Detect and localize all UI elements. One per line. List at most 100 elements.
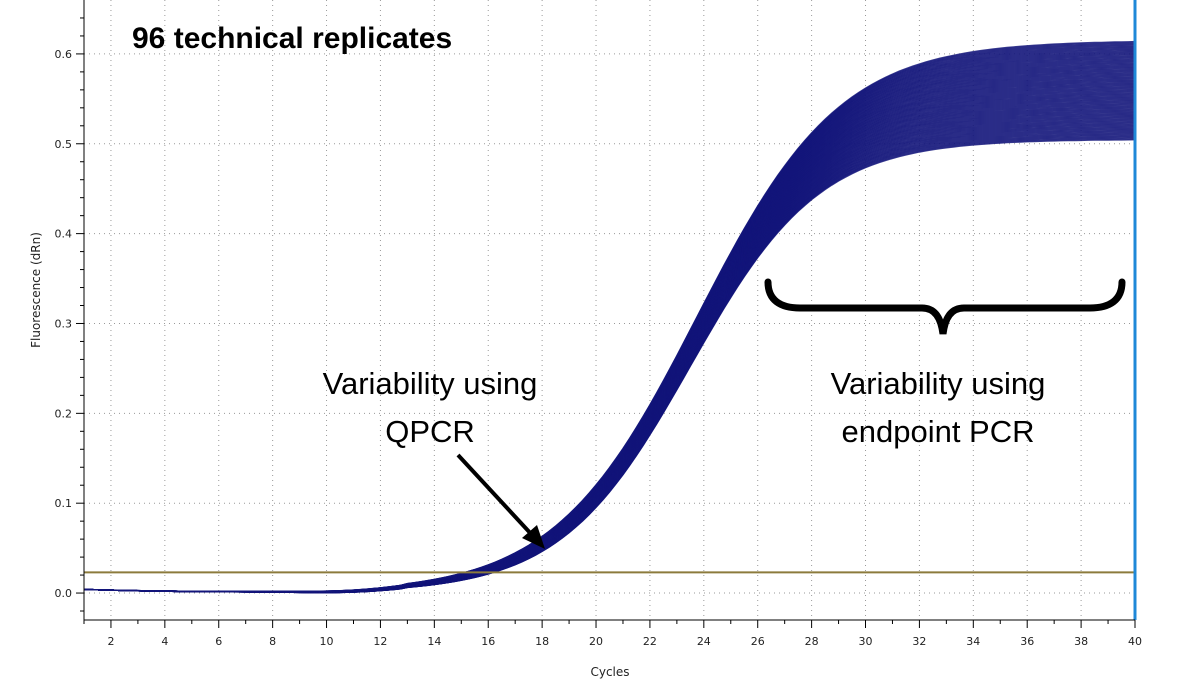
x-tick-label: 26 [751,635,765,648]
endpoint-annotation-line2: endpoint PCR [841,414,1034,449]
series-line [83,86,1136,593]
series-line [83,110,1135,593]
amplification-curves [83,40,1136,594]
series-line [83,102,1136,593]
x-tick-label: 22 [643,635,657,648]
series-line [83,117,1136,593]
series-line [83,134,1136,594]
series-line [83,73,1136,593]
x-tick-label: 36 [1020,635,1034,648]
chart-title: 96 technical replicates [132,22,452,55]
series-line [83,118,1136,593]
qpcr-arrow [456,453,545,549]
series-line [83,89,1136,593]
series-line [83,78,1136,593]
axes [76,0,1136,628]
series-line [83,109,1136,593]
series-line [83,100,1135,593]
qpcr-annotation-line1: Variability using [323,366,538,401]
series-line [83,93,1136,593]
series-line [83,66,1136,593]
series-line [83,113,1135,593]
series-line [83,85,1136,593]
series-line [83,70,1136,593]
series-line [83,105,1136,593]
series-line [83,119,1135,593]
series-line [83,116,1135,593]
series-line [83,72,1136,593]
series-line [83,122,1135,594]
series-line [83,123,1136,594]
series-line [83,103,1135,593]
x-tick-label: 2 [107,635,114,648]
x-tick-label: 18 [535,635,549,648]
series-line [83,121,1135,594]
y-tick-label: 0.3 [55,317,73,330]
x-tick-label: 34 [966,635,980,648]
series-line [83,114,1136,593]
series-line [83,125,1135,594]
x-tick-label: 32 [912,635,926,648]
series-line [83,120,1136,593]
x-tick-label: 10 [320,635,334,648]
series-line [83,104,1136,593]
series-line [83,80,1136,593]
series-line [83,95,1136,593]
series-line [83,108,1136,593]
series-line [83,126,1136,594]
series-line [83,129,1136,594]
tick-labels: 2 4 6 8 10 12 14 16 18 20 22 24 26 28 30 32 34 36 38 400.00… [55,48,1143,648]
series-line [83,107,1135,593]
series-line [83,128,1135,594]
series-line [83,81,1136,593]
series-line [83,90,1136,593]
series-line [83,132,1136,594]
x-tick-label: 30 [859,635,873,648]
series-line [83,127,1135,594]
x-tick-label: 6 [215,635,222,648]
endpoint-annotation-line1: Variability using [831,366,1046,401]
y-tick-label: 0.0 [55,587,73,600]
series-line [83,97,1135,593]
series-line [83,75,1135,593]
series-line [83,115,1136,593]
series-line [83,124,1135,594]
series-line [83,88,1136,593]
series-line [83,83,1136,593]
y-tick-label: 0.5 [55,138,73,151]
series-line [83,76,1136,593]
series-line [83,87,1136,593]
series-line [83,96,1136,593]
y-tick-label: 0.2 [55,407,73,420]
series-line [83,111,1136,593]
series-line [83,94,1135,593]
x-tick-label: 28 [805,635,819,648]
x-tick-label: 24 [697,635,711,648]
series-line [83,67,1136,593]
endpoint-brace [764,278,1126,335]
y-axis-title: Fluorescence (dRn) [29,232,43,348]
y-tick-label: 0.1 [55,497,73,510]
x-tick-label: 16 [481,635,495,648]
x-axis-title: Cycles [590,665,629,679]
y-tick-label: 0.4 [55,228,73,241]
series-line [83,92,1136,593]
series-line [83,101,1136,593]
x-tick-label: 20 [589,635,603,648]
series-line [83,133,1135,594]
series-line [83,130,1135,594]
series-line [83,77,1136,593]
x-tick-label: 38 [1074,635,1088,648]
x-tick-label: 4 [161,635,168,648]
series-line [83,98,1136,593]
series-line [83,82,1136,593]
series-line [83,112,1136,594]
series-line [83,91,1135,593]
series-line [83,99,1136,593]
x-tick-label: 40 [1128,635,1142,648]
series-line [83,131,1136,594]
series-line [83,135,1136,594]
series-line [83,69,1136,593]
x-tick-label: 12 [373,635,387,648]
